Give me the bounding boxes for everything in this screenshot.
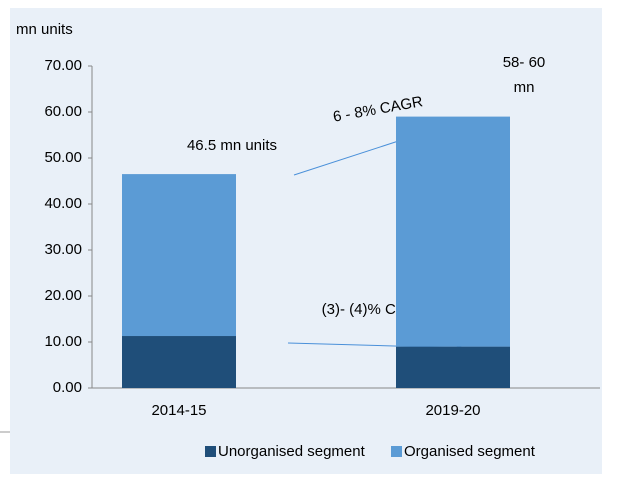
legend-swatch	[391, 446, 402, 457]
y-axis-label: mn units	[16, 21, 73, 38]
bar-segment	[122, 336, 236, 388]
bar-segment	[122, 174, 236, 337]
y-tick-label: 20.00	[44, 287, 82, 304]
y-tick-label: 70.00	[44, 57, 82, 74]
annotation: mn	[514, 79, 535, 96]
x-tick-label: 2014-15	[151, 402, 206, 419]
chart-background	[10, 8, 602, 474]
y-tick-label: 40.00	[44, 195, 82, 212]
legend-label: Unorganised segment	[218, 443, 366, 460]
legend-label: Organised segment	[404, 443, 536, 460]
bar-segment	[396, 346, 510, 388]
annotation: 58- 60	[503, 54, 546, 71]
y-tick-label: 10.00	[44, 333, 82, 350]
y-tick-label: 0.00	[53, 379, 82, 396]
y-tick-label: 50.00	[44, 149, 82, 166]
y-tick-label: 60.00	[44, 103, 82, 120]
bar-segment	[396, 116, 510, 347]
y-tick-label: 30.00	[44, 241, 82, 258]
x-tick-label: 2019-20	[425, 402, 480, 419]
annotation: 46.5 mn units	[187, 137, 277, 154]
legend-swatch	[205, 446, 216, 457]
